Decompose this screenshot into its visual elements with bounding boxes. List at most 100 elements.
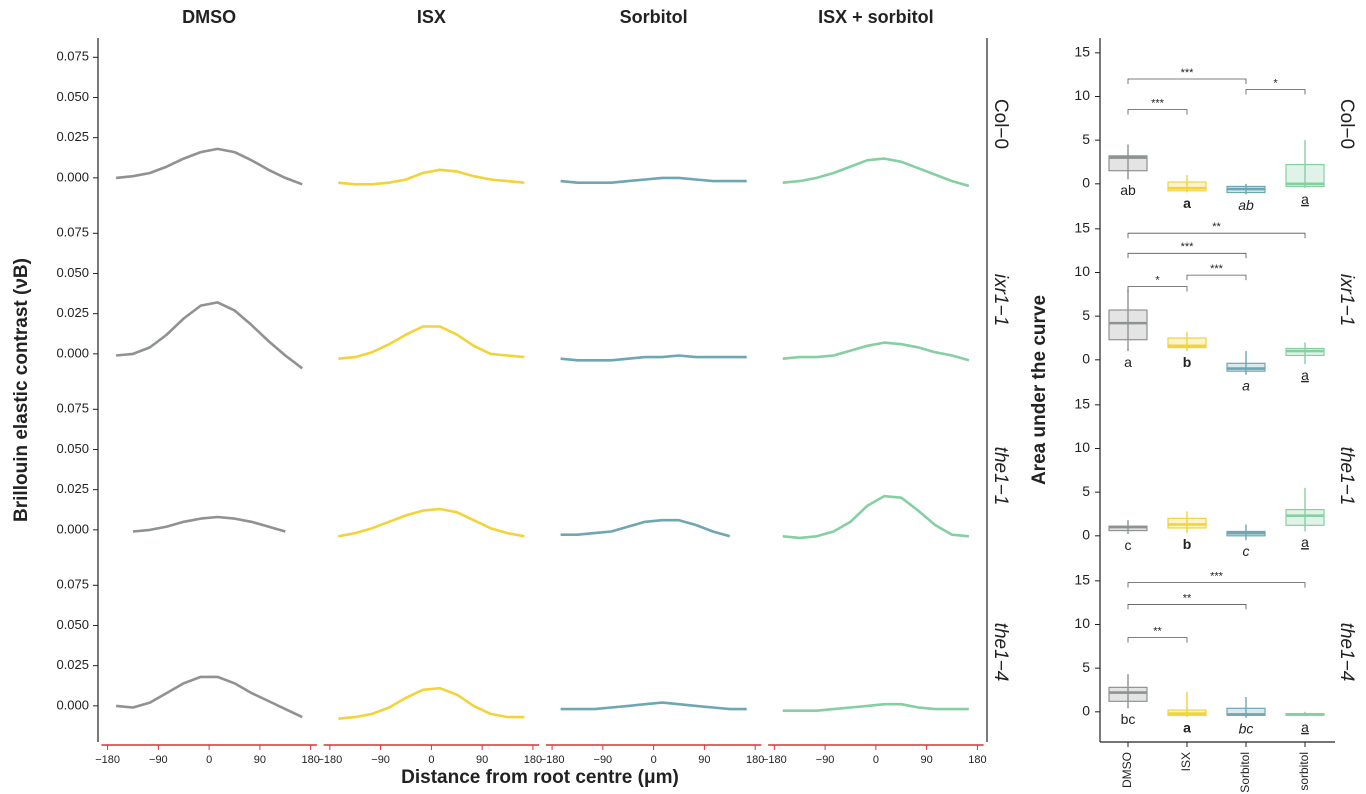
curve — [560, 176, 747, 184]
box — [1167, 181, 1207, 192]
row-strip-label: ixr1−1 — [1336, 274, 1357, 326]
row-strip-label: Col−0 — [990, 99, 1011, 149]
x-tick-label: −90 — [149, 754, 168, 766]
column-header: Sorbitol — [620, 7, 688, 27]
group-letter: a — [1183, 195, 1191, 211]
significance-label: * — [1155, 274, 1160, 286]
x-tick-label: ISX + sorbitol — [1297, 752, 1311, 794]
x-tick-label: 180 — [746, 754, 764, 766]
y-tick-label: 0.075 — [56, 401, 89, 416]
significance-label: * — [1273, 77, 1278, 89]
curve — [338, 507, 525, 538]
y-tick-label: 5 — [1082, 483, 1090, 499]
significance-label: *** — [1181, 67, 1195, 79]
curve — [782, 157, 970, 188]
y-tick-label: 0.050 — [56, 617, 89, 632]
box — [1285, 163, 1325, 188]
y-tick-label: 0.025 — [56, 657, 89, 672]
significance-label: *** — [1210, 570, 1224, 582]
significance-label: *** — [1210, 263, 1224, 275]
curve — [338, 686, 525, 720]
x-tick-label: 90 — [698, 754, 710, 766]
y-tick-label: 0.075 — [56, 225, 89, 240]
x-tick-label: 180 — [524, 754, 542, 766]
significance-bracket — [1127, 109, 1188, 115]
group-letter: c — [1125, 537, 1132, 553]
curve — [782, 494, 970, 540]
y-tick-label: 0.000 — [56, 521, 89, 536]
x-tick-label: 90 — [921, 754, 933, 766]
x-tick-label: −90 — [816, 754, 835, 766]
curve — [560, 518, 731, 538]
significance-bracket — [1245, 89, 1306, 95]
significance-label: *** — [1181, 241, 1195, 253]
box — [1167, 517, 1207, 529]
y-tick-label: 15 — [1074, 572, 1090, 588]
group-letter: b — [1183, 536, 1192, 552]
x-tick-label: ISX — [1179, 752, 1193, 771]
group-letter: a — [1124, 354, 1132, 370]
y-tick-label: 15 — [1074, 44, 1090, 60]
group-letter: a — [1242, 377, 1250, 393]
significance-bracket — [1127, 582, 1306, 588]
row-strip-label: ixr1−1 — [990, 274, 1011, 326]
y-tick-label: 10 — [1074, 615, 1090, 631]
x-tick-label: 90 — [476, 754, 488, 766]
row-strip-label: the1−4 — [990, 623, 1011, 682]
significance-bracket — [1127, 604, 1247, 610]
row-strip-label: Col−0 — [1336, 99, 1357, 149]
row-strip-label: the1−1 — [990, 447, 1011, 506]
significance-bracket — [1127, 232, 1306, 239]
significance-label: ** — [1212, 221, 1221, 233]
x-tick-label: 0 — [873, 754, 879, 766]
y-tick-label: 0.000 — [56, 345, 89, 360]
x-tick-label: −180 — [540, 754, 565, 766]
significance-bracket — [1127, 637, 1188, 643]
x-tick-label: 180 — [968, 754, 986, 766]
group-letter: a — [1301, 367, 1309, 383]
x-tick-label: −180 — [762, 754, 787, 766]
significance-label: *** — [1151, 98, 1165, 110]
curve — [782, 341, 970, 362]
column-header: ISX + sorbitol — [818, 7, 934, 27]
group-letter: a — [1183, 720, 1191, 736]
x-tick-label: −90 — [371, 754, 390, 766]
significance-bracket — [1127, 252, 1247, 259]
y-tick-label: 10 — [1074, 263, 1090, 279]
y-axis-title: Brillouin elastic contrast (νB) — [11, 258, 32, 522]
group-letter: bc — [1239, 721, 1254, 737]
x-tick-label: Sorbitol — [1238, 752, 1252, 793]
box — [1167, 337, 1207, 349]
significance-bracket — [1127, 78, 1247, 85]
y-tick-label: 5 — [1082, 307, 1090, 323]
group-letter: ab — [1238, 197, 1254, 213]
significance-bracket — [1186, 274, 1247, 281]
row-strip-label: the1−4 — [1336, 623, 1357, 682]
x-tick-label: DMSO — [1120, 752, 1134, 788]
group-letter: a — [1301, 534, 1309, 550]
x-tick-label: −180 — [317, 754, 342, 766]
x-axis-title: Distance from root centre (μm) — [401, 767, 679, 788]
significance-bracket — [1127, 286, 1188, 292]
curve — [560, 354, 747, 362]
significance-label: ** — [1153, 626, 1162, 638]
curve — [338, 325, 525, 360]
curve — [132, 515, 286, 533]
x-tick-label: 0 — [428, 754, 434, 766]
group-letter: a — [1301, 191, 1309, 207]
y-tick-label: 0.050 — [56, 265, 89, 280]
y-tick-label: 15 — [1074, 220, 1090, 236]
box — [1285, 509, 1325, 526]
y-tick-label: 0.000 — [56, 697, 89, 712]
column-header: DMSO — [182, 7, 236, 27]
y-tick-label: 15 — [1074, 396, 1090, 412]
y-tick-label: 0 — [1082, 527, 1090, 543]
column-header: ISX — [417, 7, 446, 27]
curve — [115, 147, 303, 186]
group-letter: ab — [1120, 182, 1136, 198]
y-tick-label: 0 — [1082, 703, 1090, 719]
curve — [782, 702, 969, 712]
curve — [560, 701, 747, 711]
row-strip-label: the1−1 — [1336, 447, 1357, 506]
x-tick-label: −90 — [594, 754, 613, 766]
